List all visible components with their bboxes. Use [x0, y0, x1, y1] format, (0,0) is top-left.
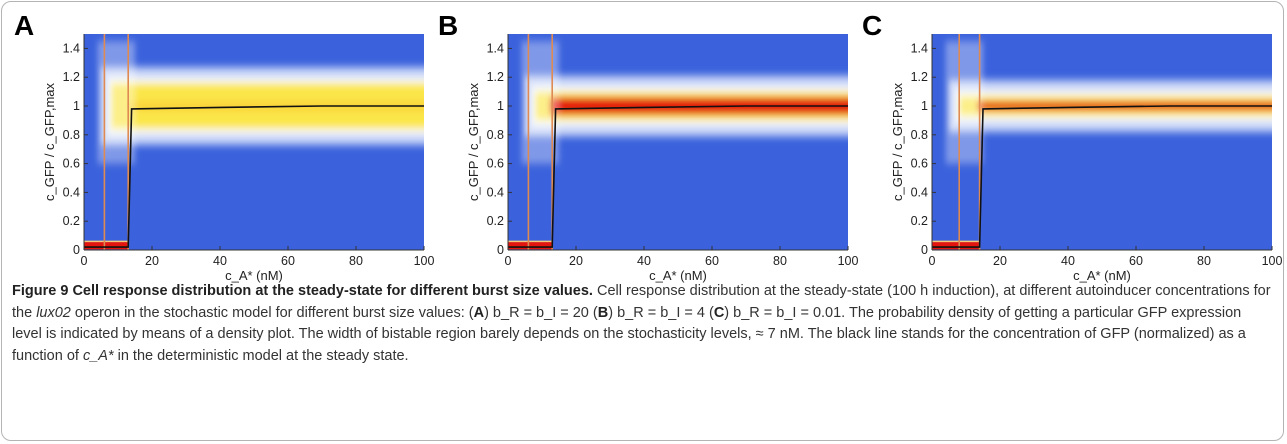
panel-label: B — [438, 10, 459, 41]
y-tick-label: 0.8 — [63, 128, 80, 142]
y-tick-label: 0 — [921, 243, 928, 257]
band-wisp — [521, 41, 559, 164]
x-tick-label: 80 — [1197, 254, 1211, 268]
x-tick-label: 20 — [569, 254, 583, 268]
deterministic-curve — [508, 105, 848, 248]
y-tick-label: 0.6 — [63, 157, 80, 171]
figure-title: Cell response distribution at the steady… — [72, 283, 593, 299]
x-tick-label: 0 — [929, 254, 936, 268]
low-band-red — [84, 242, 129, 250]
y-tick-label: 0.8 — [911, 128, 928, 142]
y-axis-label: c_GFP / c_GFP,max — [42, 83, 57, 202]
low-density-band — [84, 240, 129, 250]
variable-c-a: c_A* — [82, 347, 114, 364]
density-plot-a: 0 20 40 60 80 100 0 0.2 0.4 0.6 0.8 1 1.2 1.4 c_A* (nM… — [42, 34, 435, 283]
x-tick-label: 100 — [838, 254, 859, 268]
caption-text-2: operon in the stochastic model for diffe… — [70, 304, 474, 321]
x-tick-label: 0 — [81, 254, 88, 268]
x-tick-label: 20 — [145, 254, 159, 268]
ref-a: A — [473, 304, 485, 321]
band-wisp — [97, 41, 135, 164]
panel-label: C — [862, 10, 883, 41]
density-background — [508, 34, 848, 250]
x-tick-label: 60 — [1129, 254, 1143, 268]
y-tick-label: 1 — [73, 99, 80, 113]
caption-eq-c: ) b_R = b_I = 0.01. The probability dens… — [12, 304, 1246, 364]
deterministic-curve — [932, 105, 1272, 248]
x-tick-label: 60 — [281, 254, 295, 268]
low-band-edge — [508, 240, 553, 243]
operon-name: lux02 — [36, 304, 71, 321]
panel-b: B 0 20 40 60 80 100 0 0.2 0.4 0.6 0.8 1 1.2 1.4 c_A* (… — [438, 4, 862, 283]
ref-b: B — [597, 304, 609, 321]
y-tick-label: 0.4 — [487, 185, 504, 199]
y-tick-label: 0.2 — [911, 214, 928, 228]
x-axis-label: c_A* (nM) — [1073, 268, 1131, 283]
low-band-red — [508, 242, 553, 250]
low-band-red — [932, 242, 980, 250]
y-axis-label: c_GFP / c_GFP,max — [890, 83, 905, 202]
caption-text-1: Cell response distribution at the steady… — [12, 283, 1271, 321]
panel-a: A 0 20 40 60 80 100 0 0.2 0.4 0.6 0.8 1 1.2 1.4 c_A* (… — [14, 4, 438, 283]
x-tick-label: 40 — [637, 254, 651, 268]
low-band-edge — [932, 240, 980, 243]
density-plot-b: 0 20 40 60 80 100 0 0.2 0.4 0.6 0.8 1 1.2 1.4 c_A* (nM… — [466, 34, 859, 283]
deterministic-curve — [84, 105, 424, 248]
y-tick-label: 1.2 — [63, 70, 80, 84]
y-tick-label: 0.2 — [63, 214, 80, 228]
panel-c: C 0 20 40 60 80 100 0 0.2 0.4 0.6 0.8 1 1.2 1.4 c_A* (… — [862, 4, 1286, 283]
y-tick-label: 1 — [497, 99, 504, 113]
y-tick-label: 1.4 — [911, 41, 928, 55]
figure-caption: Figure 9 Cell response distribution at t… — [12, 283, 1271, 364]
x-tick-label: 40 — [1061, 254, 1075, 268]
y-tick-label: 0 — [497, 243, 504, 257]
x-tick-label: 0 — [505, 254, 512, 268]
caption-eq-a: b_R = b_I = 20 ( — [488, 304, 598, 321]
low-density-band — [932, 240, 980, 250]
ref-c: C — [713, 304, 725, 321]
y-tick-label: 1 — [921, 99, 928, 113]
y-tick-label: 1.2 — [487, 70, 504, 84]
x-axis-label: c_A* (nM) — [649, 268, 707, 283]
x-axis-label: c_A* (nM) — [225, 268, 283, 283]
y-tick-label: 0.8 — [487, 128, 504, 142]
x-tick-label: 100 — [414, 254, 435, 268]
y-tick-label: 0 — [73, 243, 80, 257]
density-plot-c: 0 20 40 60 80 100 0 0.2 0.4 0.6 0.8 1 1.2 1.4 c_A* (nM… — [890, 34, 1283, 283]
low-density-band — [508, 240, 553, 250]
panel-label: A — [14, 10, 35, 41]
y-tick-label: 0.4 — [911, 185, 928, 199]
caption-text-3: in the deterministic model at the steady… — [113, 347, 409, 364]
y-tick-label: 0.2 — [487, 214, 504, 228]
x-tick-label: 80 — [773, 254, 787, 268]
x-tick-label: 80 — [349, 254, 363, 268]
x-tick-label: 60 — [705, 254, 719, 268]
density-background — [932, 34, 1272, 250]
figure-number: Figure 9 — [12, 283, 69, 299]
x-tick-label: 20 — [993, 254, 1007, 268]
y-tick-label: 1.2 — [911, 70, 928, 84]
y-tick-label: 1.4 — [63, 41, 80, 55]
y-axis-label: c_GFP / c_GFP,max — [466, 83, 481, 202]
band-wisp — [945, 41, 983, 164]
x-tick-label: 100 — [1262, 254, 1283, 268]
x-tick-label: 40 — [213, 254, 227, 268]
low-band-edge — [84, 240, 129, 243]
y-tick-label: 0.6 — [487, 157, 504, 171]
y-tick-label: 0.6 — [911, 157, 928, 171]
y-tick-label: 0.4 — [63, 185, 80, 199]
y-tick-label: 1.4 — [487, 41, 504, 55]
caption-eq-b: ) b_R = b_I = 4 ( — [608, 304, 714, 321]
